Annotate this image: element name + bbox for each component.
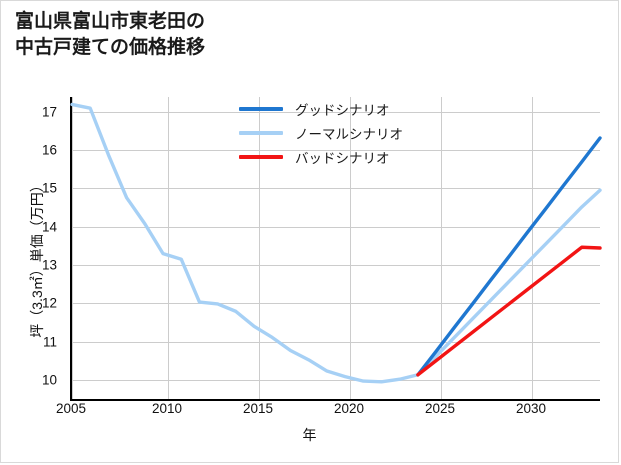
gridline-x-2010 [168,97,169,399]
gridline-y-16 [72,150,600,151]
x-tick-2005: 2005 [55,401,87,416]
plot-area [70,97,602,401]
line-swatch-icon-normal [239,131,283,135]
x-tick-2015: 2015 [242,401,274,416]
gridline-x-2005 [72,97,73,399]
series-line-bad [416,245,602,377]
legend-item-normal: ノーマルシナリオ [239,121,459,145]
y-tick-10: 10 [41,372,57,388]
legend-label-good: グッドシナリオ [295,103,390,118]
x-tick-2010: 2010 [151,401,183,416]
gridline-y-14 [72,227,600,228]
line-swatch-icon-good [239,107,283,111]
series-line-good [416,136,602,377]
legend-item-good: グッドシナリオ [239,97,459,121]
x-tick-2030: 2030 [515,401,547,416]
y-tick-11: 11 [42,334,57,350]
x-tick-2020: 2020 [333,401,365,416]
gridline-y-17 [72,112,600,113]
gridline-y-10 [72,380,600,381]
y-tick-17: 17 [41,104,57,120]
y-tick-14: 14 [41,219,57,235]
y-tick-13: 13 [41,257,57,273]
page-title: 富山県富山市東老田の 中古戸建ての価格推移 [15,11,206,58]
y-axis-tick-labels: 17 16 15 14 13 12 11 10 [1,1,65,464]
chart-series-lines [70,102,602,384]
y-tick-15: 15 [41,180,57,196]
legend-label-bad: バッドシナリオ [295,151,390,166]
gridline-x-2025 [441,97,442,399]
gridline-x-2015 [259,97,260,399]
gridline-y-11 [72,342,600,343]
gridline-x-2020 [350,97,351,399]
x-axis-title: 年 [302,427,317,443]
x-tick-2025: 2025 [424,401,456,416]
legend-label-normal: ノーマルシナリオ [295,127,403,142]
gridline-x-2030 [532,97,533,399]
x-axis-tick-labels: 2005 2010 2015 2020 2025 2030 [1,401,620,425]
chart-legend: グッドシナリオ ノーマルシナリオ バッドシナリオ [239,97,459,169]
gridline-y-13 [72,265,600,266]
y-tick-12: 12 [41,295,57,311]
legend-item-bad: バッドシナリオ [239,145,459,169]
gridline-y-12 [72,303,600,304]
gridline-y-15 [72,188,600,189]
line-swatch-icon-bad [239,155,283,159]
y-tick-16: 16 [41,142,57,158]
series-line-normal [70,102,602,384]
